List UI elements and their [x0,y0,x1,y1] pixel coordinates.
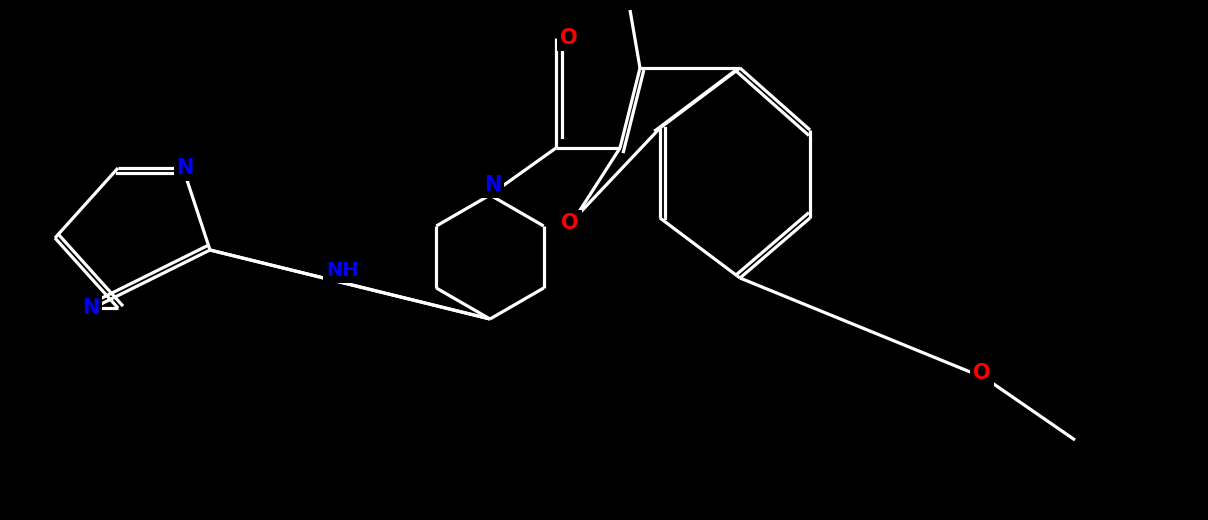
Text: N: N [82,298,100,318]
Text: N: N [176,158,193,178]
Text: NH: NH [326,261,359,280]
Text: O: O [562,213,579,233]
Text: N: N [484,175,501,195]
Text: NH: NH [326,261,359,280]
Text: O: O [561,28,577,48]
Text: O: O [974,363,991,383]
